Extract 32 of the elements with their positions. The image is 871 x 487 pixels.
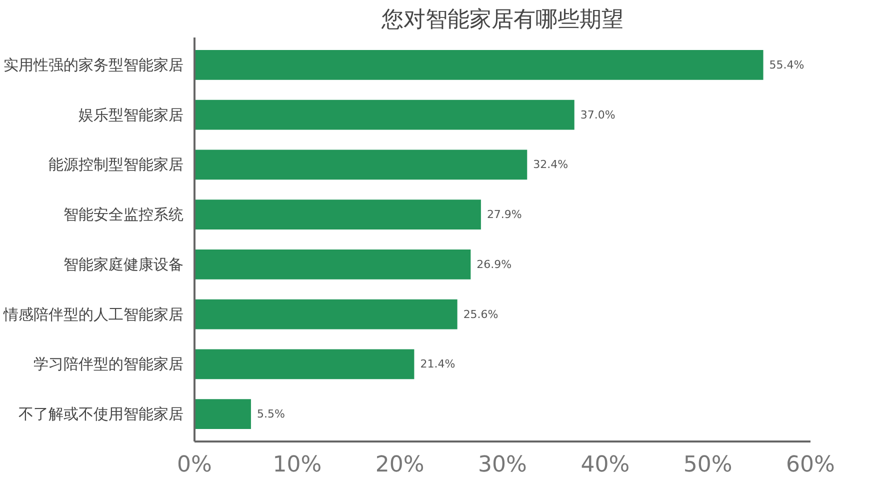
x-tick-label: 0% bbox=[177, 452, 212, 478]
bar bbox=[194, 100, 574, 130]
bar bbox=[194, 50, 764, 80]
y-tick-label: 能源控制型智能家居 bbox=[48, 156, 184, 174]
y-tick-label: 娱乐型智能家居 bbox=[78, 106, 184, 124]
data-label: 25.6% bbox=[463, 308, 498, 321]
y-tick-label: 智能家庭健康设备 bbox=[64, 255, 184, 274]
data-label: 21.4% bbox=[420, 358, 456, 371]
y-tick-label: 学习陪伴型的智能家居 bbox=[34, 355, 184, 374]
data-label: 27.9% bbox=[486, 208, 522, 222]
bar bbox=[194, 299, 458, 330]
chart-title: 您对智能家居有哪些期望 bbox=[380, 8, 624, 32]
x-tick-label: 20% bbox=[375, 452, 424, 478]
x-tick-label: 60% bbox=[786, 452, 835, 478]
data-label: 5.5% bbox=[256, 408, 285, 421]
data-label: 26.9% bbox=[476, 258, 512, 271]
y-tick-label: 实用性强的家务型智能家居 bbox=[4, 56, 184, 74]
x-tick-label: 50% bbox=[683, 452, 732, 478]
data-label: 32.4% bbox=[533, 158, 568, 172]
y-tick-label: 智能安全监控系统 bbox=[64, 206, 184, 224]
bar bbox=[194, 200, 481, 230]
bar bbox=[194, 150, 528, 180]
y-tick-label: 情感陪伴型的人工智能家居 bbox=[2, 305, 184, 324]
x-tick-label: 40% bbox=[580, 452, 630, 478]
bar bbox=[194, 249, 471, 280]
bar bbox=[194, 349, 414, 380]
data-label: 55.4% bbox=[769, 58, 804, 72]
x-tick-label: 10% bbox=[272, 452, 322, 478]
bar bbox=[194, 399, 251, 430]
data-label: 37.0% bbox=[580, 108, 616, 122]
y-tick-label: 不了解或不使用智能家居 bbox=[18, 405, 184, 424]
x-tick-label: 30% bbox=[478, 452, 527, 478]
